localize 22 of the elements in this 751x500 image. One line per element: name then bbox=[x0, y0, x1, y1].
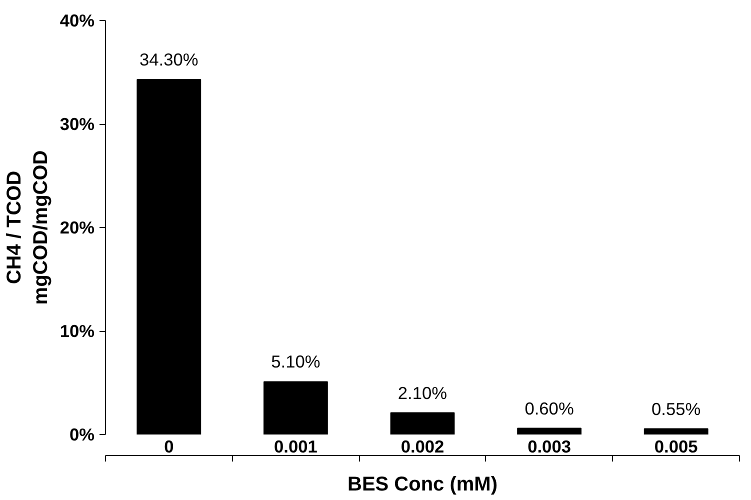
y-tick-label: 40% bbox=[60, 10, 95, 30]
y-tick-label: 30% bbox=[60, 114, 95, 134]
data-label: 34.30% bbox=[140, 49, 198, 70]
y-axis-title: CH4 / TCOD mgCOD/mgCOD bbox=[3, 150, 52, 305]
bar bbox=[517, 428, 582, 434]
x-tick-label: 0 bbox=[164, 436, 174, 456]
x-tick-label: 0.002 bbox=[400, 436, 444, 456]
bar bbox=[390, 412, 455, 434]
bar bbox=[644, 428, 708, 434]
x-tick-label: 0.003 bbox=[528, 436, 572, 456]
bar bbox=[264, 381, 328, 434]
data-label: 0.55% bbox=[652, 398, 701, 419]
data-label: 5.10% bbox=[271, 352, 320, 372]
x-axis-title: BES Conc (mM) bbox=[348, 474, 498, 496]
y-tick-label: 10% bbox=[60, 321, 95, 341]
data-label: 0.60% bbox=[524, 398, 574, 418]
y-tick-label: 0% bbox=[69, 424, 94, 444]
bar bbox=[136, 78, 202, 434]
data-label: 2.10% bbox=[398, 382, 448, 403]
x-tick-label: 0.005 bbox=[654, 436, 698, 456]
y-tick-label: 20% bbox=[60, 218, 95, 238]
x-tick-label: 0.001 bbox=[274, 436, 318, 456]
